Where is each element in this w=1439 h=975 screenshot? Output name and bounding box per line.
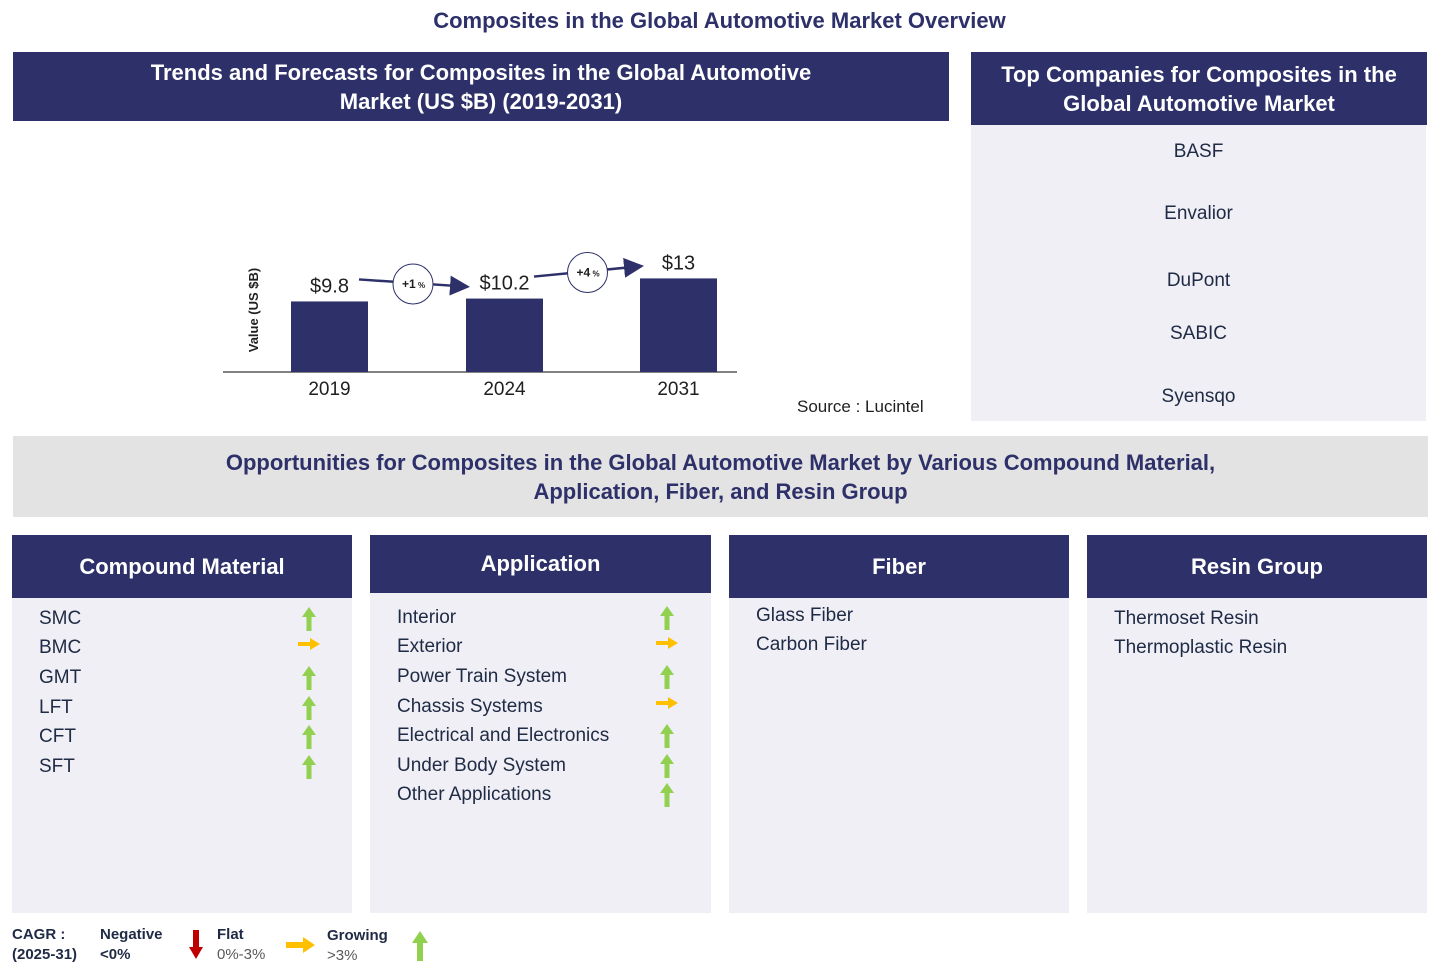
x-tick-label: 2031 bbox=[657, 379, 699, 400]
arrow-up-icon bbox=[302, 696, 316, 720]
arrow-up-icon bbox=[302, 725, 316, 749]
bars-layer: $9.8 2019 $10.2 2024 $13 2031 bbox=[291, 252, 717, 400]
company-item: Syensqo bbox=[1161, 386, 1236, 407]
segment-header: Compound Material bbox=[12, 535, 352, 598]
segment-item: SFT bbox=[39, 756, 75, 777]
opportunities-title-line1: Opportunities for Composites in the Glob… bbox=[225, 449, 1216, 475]
growth-badge bbox=[392, 263, 434, 305]
companies-title-line2: Global Automotive Market bbox=[1063, 90, 1335, 116]
arrow-right-icon bbox=[656, 697, 678, 709]
arrow-right-icon bbox=[298, 638, 320, 650]
arrow-up-icon bbox=[660, 724, 674, 748]
arrow-up-icon bbox=[412, 931, 428, 961]
company-item: SABIC bbox=[1169, 323, 1228, 344]
companies-list: BASF Envalior DuPont SABIC Syensqo bbox=[971, 125, 1426, 421]
segment-item: LFT bbox=[39, 697, 73, 718]
source-note: Source : Lucintel bbox=[797, 397, 924, 416]
segment-header: Fiber bbox=[729, 535, 1069, 598]
company-item: Envalior bbox=[1164, 203, 1233, 224]
arrow-up-icon bbox=[660, 754, 674, 778]
arrow-up-icon bbox=[660, 606, 674, 630]
legend-flat-label: Flat bbox=[217, 926, 244, 943]
segment-item: Thermoset Resin bbox=[1114, 608, 1259, 629]
segment-item: Interior bbox=[397, 607, 457, 628]
growth-unit: % bbox=[593, 269, 600, 278]
segment-item: GMT bbox=[39, 667, 82, 688]
bar-chart: Value (US $B) $9.8 2019 $10.2 2024 $13 2031 +… bbox=[223, 251, 737, 400]
segment-item: Under Body System bbox=[397, 755, 566, 776]
y-axis-label: Value (US $B) bbox=[246, 268, 261, 353]
growth-unit: % bbox=[418, 281, 425, 290]
segment-item: Power Train System bbox=[397, 666, 567, 687]
company-item: BASF bbox=[1173, 141, 1224, 162]
segment-resin-group: Resin Group Thermoset Resin Thermoplastic… bbox=[1087, 535, 1427, 913]
x-tick-label: 2024 bbox=[483, 379, 526, 400]
growth-label: +4 bbox=[577, 265, 591, 279]
segment-fiber: Fiber Glass Fiber Carbon Fiber bbox=[729, 535, 1069, 913]
data-label: $13 bbox=[662, 252, 695, 274]
legend-growing: Growing >3% bbox=[327, 926, 388, 966]
segment-item: Chassis Systems bbox=[397, 696, 543, 717]
arrow-right-icon bbox=[656, 637, 678, 649]
growth-annotations: +1 %+4% bbox=[358, 251, 644, 305]
bar-2024 bbox=[466, 298, 543, 372]
legend-cagr: CAGR : (2025-31) bbox=[12, 925, 77, 965]
opportunities-banner: Opportunities for Composites in the Glob… bbox=[13, 436, 1428, 517]
companies-panel-header: Top Companies for Composites in the Glob… bbox=[971, 52, 1427, 125]
arrow-down-icon bbox=[189, 930, 203, 959]
arrow-up-icon bbox=[660, 665, 674, 689]
page-title: Composites in the Global Automotive Mark… bbox=[433, 8, 1006, 33]
legend-cagr-line1: CAGR : bbox=[12, 926, 66, 943]
data-label: $10.2 bbox=[479, 273, 529, 295]
trends-title-line1: Trends and Forecasts for Composites in t… bbox=[150, 59, 812, 85]
arrow-up-icon bbox=[302, 607, 316, 631]
trends-panel-header: Trends and Forecasts for Composites in t… bbox=[13, 52, 949, 121]
segment-item: Other Applications bbox=[397, 784, 552, 805]
segment-item: CFT bbox=[39, 726, 76, 747]
arrow-up-icon bbox=[302, 755, 316, 779]
segment-item: SMC bbox=[39, 608, 82, 629]
legend-flat: Flat 0%-3% bbox=[217, 925, 265, 965]
companies-title-line1: Top Companies for Composites in the bbox=[1001, 61, 1397, 87]
legend-negative: Negative <0% bbox=[100, 925, 163, 965]
segment-compound-material: Compound Material SMC BMC GMT LFT CFT SFT bbox=[12, 535, 352, 913]
segment-item: Carbon Fiber bbox=[756, 634, 867, 655]
legend-negative-label: Negative bbox=[100, 926, 163, 943]
segment-item: BMC bbox=[39, 637, 82, 658]
legend-negative-range: <0% bbox=[100, 946, 131, 963]
legend-growing-label: Growing bbox=[327, 927, 388, 944]
growth-label: +1 bbox=[402, 277, 416, 291]
bar-2031 bbox=[640, 278, 717, 372]
legend-flat-range: 0%-3% bbox=[217, 946, 266, 963]
opportunities-title-line2: Application, Fiber, and Resin Group bbox=[533, 478, 908, 504]
x-tick-label: 2019 bbox=[308, 379, 350, 400]
company-item: DuPont bbox=[1166, 270, 1231, 291]
segment-item: Electrical and Electronics bbox=[397, 725, 610, 746]
legend-cagr-line2: (2025-31) bbox=[12, 946, 78, 963]
segment-item: Thermoplastic Resin bbox=[1114, 637, 1288, 658]
trends-title-line2: Market (US $B) (2019-2031) bbox=[339, 88, 623, 114]
arrow-up-icon bbox=[660, 783, 674, 807]
bar-2019 bbox=[291, 301, 368, 372]
segment-header: Application bbox=[370, 535, 711, 593]
legend-growing-range: >3% bbox=[327, 947, 358, 964]
data-label: $9.8 bbox=[310, 275, 349, 297]
segment-item: Glass Fiber bbox=[756, 605, 854, 626]
growth-badge bbox=[567, 251, 608, 293]
segment-application: Application Interior Exterior Power Train … bbox=[370, 535, 711, 913]
segment-header: Resin Group bbox=[1087, 535, 1427, 598]
arrow-up-icon bbox=[302, 666, 316, 690]
segment-item: Exterior bbox=[397, 636, 463, 657]
arrow-right-icon bbox=[286, 937, 315, 953]
